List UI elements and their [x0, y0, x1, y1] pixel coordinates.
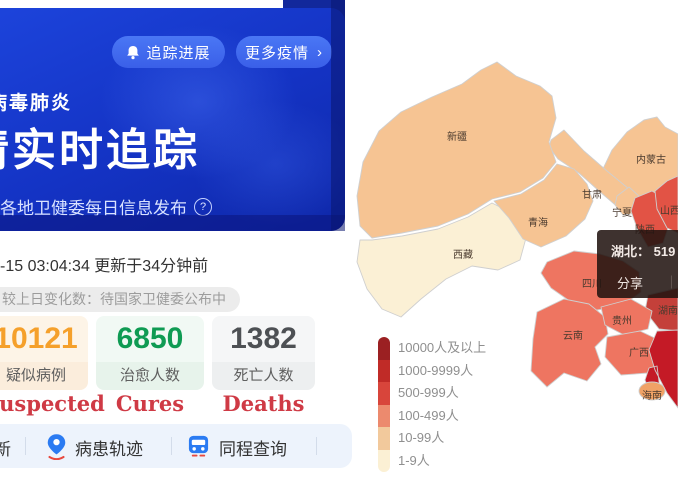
legend-label: 100-499人	[398, 407, 459, 423]
cures-value: 6850	[96, 316, 204, 362]
province-yunnan[interactable]	[530, 298, 609, 388]
map-label-xinjiang: 新疆	[447, 132, 467, 143]
clipped-toolbar-item[interactable]: 新	[0, 440, 11, 459]
province-xizang[interactable]	[356, 202, 527, 318]
chevron-right-icon: ›	[317, 43, 323, 61]
toolbar-divider	[25, 437, 26, 455]
legend-swatch-6	[378, 449, 390, 472]
legend-swatch-1	[378, 337, 390, 360]
map-label-ningxia: 宁夏	[612, 208, 632, 219]
update-timestamp: -15 03:04:34 更新于34分钟前	[0, 258, 209, 275]
legend-label: 500-999人	[398, 385, 459, 400]
location-pin-icon	[47, 434, 66, 460]
quick-links-toolbar: 新 病患轨迹 同程查询	[0, 424, 352, 468]
map-label-guizhou: 贵州	[612, 316, 632, 327]
stat-card-suspected: 10121 疑似病例	[0, 316, 88, 390]
annotation-deaths: Deaths	[222, 391, 305, 416]
province-shanxi[interactable]	[654, 175, 678, 234]
map-label-neimenggu: 内蒙古	[636, 155, 666, 166]
epidemic-banner: 追踪进展 更多疫情 › 病毒肺炎 情实时追踪 各地卫健委每日信息发布 ?	[0, 8, 345, 231]
map-label-qinghai: 青海	[528, 218, 548, 229]
train-icon	[188, 435, 209, 457]
patient-track-item[interactable]: 病患轨迹	[75, 440, 143, 459]
help-icon[interactable]: ?	[194, 197, 212, 216]
map-label-hunan: 湖南	[658, 306, 678, 317]
banner-subtitle: 病毒肺炎	[0, 93, 73, 114]
bell-icon	[127, 45, 140, 59]
same-trip-query-item[interactable]: 同程查询	[219, 440, 287, 459]
legend-swatch-4	[378, 404, 390, 427]
legend-swatch-3	[378, 382, 390, 405]
suspected-value: 10121	[0, 316, 88, 362]
map-label-yunnan: 云南	[563, 331, 583, 342]
annotation-cures: Cures	[115, 391, 185, 416]
stat-card-deaths: 1382 死亡人数	[212, 316, 315, 390]
toolbar-divider	[171, 437, 172, 455]
toolbar-divider	[316, 437, 317, 455]
tooltip-region-value: 湖北： 519	[611, 244, 676, 259]
tooltip-share-link[interactable]: 分享	[617, 276, 644, 291]
map-label-sichuan: 四川	[582, 279, 602, 290]
legend-label: 1000-9999人	[398, 362, 474, 378]
province-guizhou[interactable]	[600, 298, 653, 336]
deaths-label: 死亡人数	[212, 362, 315, 390]
cures-label: 治愈人数	[96, 362, 204, 390]
deaths-value: 1382	[212, 316, 315, 362]
tooltip-divider: ｜	[665, 275, 678, 290]
legend-label: 10-99人	[398, 430, 445, 445]
province-hainan[interactable]	[638, 381, 666, 401]
map-label-xizang: 西藏	[453, 250, 473, 261]
daily-change-notice: 较上日变化数：待国家卫健委公布中	[0, 287, 240, 312]
map-label-guangxi: 广西	[629, 348, 649, 359]
map-label-gansu: 甘肃	[582, 190, 602, 201]
source-note-text: 各地卫健委每日信息发布	[0, 199, 187, 218]
legend-color-bar	[378, 337, 390, 472]
province-xinjiang[interactable]	[356, 61, 557, 239]
more-epidemic-label: 更多疫情	[244, 44, 309, 62]
map-label-shanxi: 山西	[660, 206, 678, 217]
track-progress-button[interactable]: 追踪进展	[112, 36, 225, 68]
legend-label: 1-9人	[398, 452, 430, 468]
more-epidemic-button[interactable]: 更多疫情 ›	[236, 36, 332, 68]
province-qinghai[interactable]	[493, 163, 594, 248]
legend-label: 10000人及以上	[398, 340, 487, 355]
legend-swatch-2	[378, 359, 390, 382]
stat-card-cures: 6850 治愈人数	[96, 316, 204, 390]
banner-bottom-shade	[0, 215, 345, 231]
banner-right-band	[331, 0, 345, 231]
legend-swatch-5	[378, 427, 390, 450]
map-label-hainan: 海南	[642, 391, 662, 402]
banner-title: 情实时追踪	[0, 126, 200, 175]
map-legend: 10000人及以上 1000-9999人 500-999人 100-499人 1…	[378, 337, 486, 472]
map-tooltip: 湖北： 519 分享 ｜	[597, 230, 678, 298]
annotation-suspected: Suspected	[0, 391, 105, 416]
track-progress-label: 追踪进展	[146, 44, 211, 62]
suspected-label: 疑似病例	[0, 362, 88, 390]
